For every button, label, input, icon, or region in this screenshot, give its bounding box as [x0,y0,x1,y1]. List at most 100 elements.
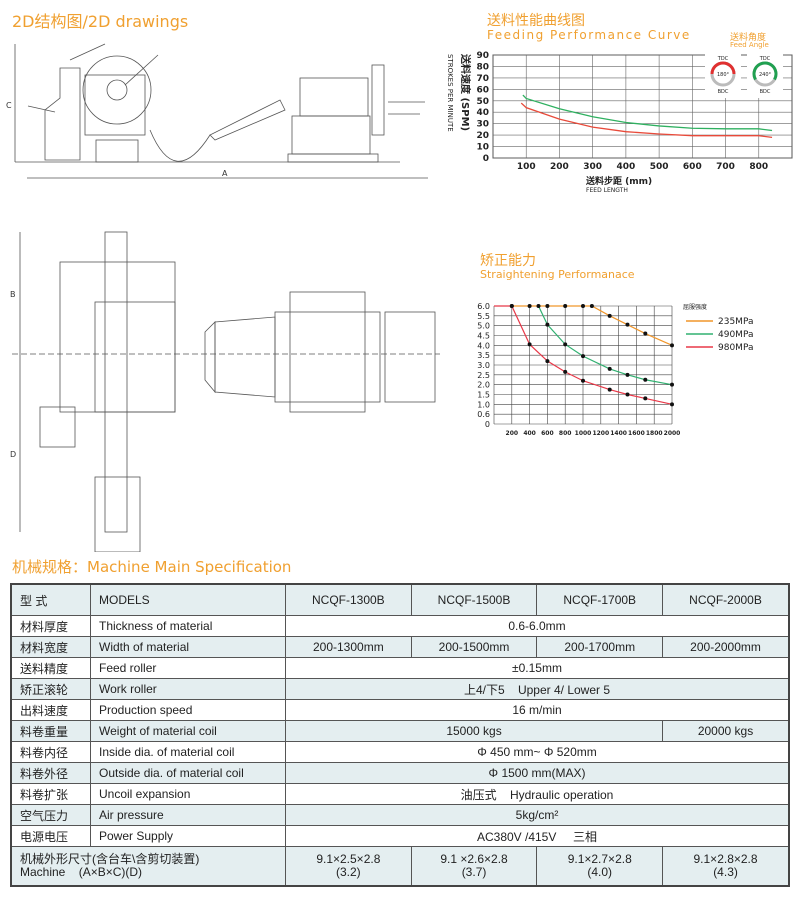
x-tick-label: 200 [506,430,519,437]
dimension-value: 9.1×2.5×2.8 [316,852,381,866]
y-tick-label: 0.6 [477,410,490,419]
y-tick-label: 5.5 [477,312,490,321]
row-value: 9.1×2.5×2.8 (3.2) [285,846,412,887]
data-point [607,366,612,371]
dimension-c-label: C [6,101,12,110]
y-tick-label: 70 [476,74,489,84]
y-tick-label: 0 [483,154,489,164]
row-value: Φ 450 mm~ Φ 520mm [285,741,790,763]
data-point [545,322,550,327]
data-point [581,354,585,359]
x-tick-label: 1600 [628,430,645,437]
series-line-1 [537,305,673,386]
table-row: 料卷外径 Outside dia. of material coil Φ 1500 … [10,762,790,784]
row-label-zh: 空气压力 [10,804,91,826]
row-label-en: Power Supply [90,825,286,847]
gauge-tdc-label: TDC [759,56,771,62]
row-label-zh: 料卷扩张 [10,783,91,805]
row-label-zh: 送料精度 [10,657,91,679]
model-header: NCQF-1700B [536,583,664,616]
legend-label: 490MPa [718,330,753,340]
x-tick-label: 1000 [575,430,592,437]
table-row: 电源电压 Power Supply AC380V /415V 三相 [10,825,790,847]
model-header: NCQF-2000B [662,583,790,616]
data-point [545,359,550,364]
legend-label: 980MPa [718,343,753,353]
x-axis-label-en: FEED LENGTH [586,187,628,194]
x-tick-label: 1400 [610,430,627,437]
y-tick-label: 1.0 [477,400,490,409]
drawings-title: 2D结构图/2D drawings [12,12,189,31]
x-tick-label: 2000 [664,430,681,437]
row-label-en: Outside dia. of material coil [90,762,286,784]
data-point [581,378,585,383]
series-line-1 [520,102,773,139]
dimension-d-label: D [10,450,16,459]
data-point [527,342,532,347]
data-point [625,322,630,327]
y-tick-label: 4.5 [477,332,490,341]
row-value: 200-1700mm [536,636,664,658]
row-label-zh: 料卷重量 [10,720,91,742]
row-label-en: Air pressure [90,804,286,826]
x-tick-label: 700 [716,162,735,172]
data-point [643,331,648,336]
row-label-zh: 机械外形尺寸(含台车\含剪切装置) [20,852,200,866]
x-tick-label: 600 [541,430,554,437]
x-tick-label: 500 [650,162,669,172]
data-point [563,304,568,308]
row-label-en: Machine (A×B×C)(D) [20,865,143,879]
row-label-zh: 料卷内径 [10,741,91,763]
dimension-b-label: B [10,290,16,299]
data-point [670,343,674,348]
row-value: 0.6-6.0mm [285,615,790,637]
feeding-title-zh: 送料性能曲线图 [487,13,585,29]
data-point [625,392,630,397]
x-tick-label: 1800 [646,430,663,437]
model-header: NCQF-1300B [285,583,412,616]
dimension-value: 9.1 ×2.6×2.8 [440,852,508,866]
dimension-value: (3.7) [461,865,487,879]
gauge-angle-label: 180° [717,72,730,78]
gauge-bdc-label: BDC [718,89,729,95]
data-point [607,387,612,392]
top-view-drawing: B D [10,231,440,552]
row-value: 16 m/min [285,699,790,721]
data-point [509,304,514,308]
row-value: AC380V /415V 三相 [285,825,790,847]
data-point [607,313,612,318]
x-tick-label: 800 [559,430,572,437]
table-row: 送料精度 Feed roller ±0.15mm [10,657,790,679]
x-tick-label: 100 [517,162,536,172]
y-tick-label: 60 [476,85,489,95]
data-point [670,382,674,387]
y-tick-label: 80 [476,62,489,72]
row-value: 200-1300mm [285,636,412,658]
table-row: 出料速度 Production speed 16 m/min [10,699,790,721]
dimension-value: 9.1×2.8×2.8 [693,852,758,866]
data-point [545,304,550,308]
data-point [643,396,648,401]
y-tick-label: 4.0 [477,341,490,350]
data-point [527,304,532,308]
table-row: 材料厚度 Thickness of material 0.6-6.0mm [10,615,790,637]
y-tick-label: 50 [476,97,489,107]
row-label-en: Work roller [90,678,286,700]
y-tick-label: 20 [476,131,489,141]
y-tick-label: 3.5 [477,351,490,360]
feed-angle-zh: 送料角度 [730,33,767,43]
y-axis-label-zh: 送料速度 (SPM) [459,53,472,131]
row-label-en: Thickness of material [90,615,286,637]
x-tick-label: 300 [583,162,602,172]
row-label-zh: 材料厚度 [10,615,91,637]
y-tick-label: 5.0 [477,322,490,331]
y-tick-label: 6.0 [477,302,490,311]
data-point [670,402,674,407]
row-value: 15000 kgs [284,720,664,742]
data-point [625,372,630,377]
row-label-zh: 矫正滚轮 [10,678,91,700]
row-value: 9.1×2.7×2.8 (4.0) [536,846,664,887]
data-point [581,304,585,308]
dimension-value: (3.2) [336,865,361,879]
